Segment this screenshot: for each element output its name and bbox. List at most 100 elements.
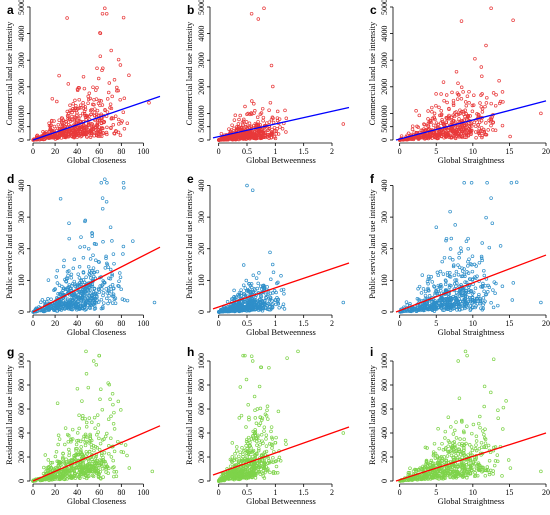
data-point [54, 275, 59, 279]
data-point [84, 425, 89, 429]
x-tick-label: 1.5 [299, 147, 309, 156]
y-tick-label: 500 [380, 121, 389, 133]
data-point [123, 443, 128, 447]
data-point [474, 135, 478, 140]
data-point [270, 132, 275, 136]
scatter-points [31, 177, 157, 314]
data-point [451, 119, 456, 124]
data-point [90, 420, 94, 425]
data-point [98, 397, 102, 402]
data-point [478, 425, 482, 430]
data-point [100, 68, 104, 73]
data-point [269, 63, 274, 68]
data-point [73, 299, 78, 304]
data-point [485, 465, 490, 469]
data-point [74, 305, 78, 309]
data-point [116, 283, 120, 288]
y-tick-label: 1000 [380, 353, 389, 369]
data-point [105, 262, 110, 267]
x-axis-title: Global Betweenness [246, 327, 316, 337]
data-point [120, 297, 125, 301]
data-point [69, 307, 73, 311]
x-tick-label: 10 [469, 147, 477, 156]
data-point [484, 121, 488, 125]
data-point [247, 121, 252, 126]
data-point [284, 130, 288, 134]
data-point [95, 66, 99, 71]
data-point [268, 470, 272, 475]
data-point [242, 117, 246, 122]
data-point [75, 135, 79, 139]
data-point [267, 442, 272, 446]
data-point [511, 18, 515, 23]
data-point [470, 301, 474, 306]
scatter-points [216, 349, 346, 483]
data-point [111, 458, 115, 463]
data-point [100, 117, 104, 122]
data-point [484, 43, 488, 48]
data-point [57, 135, 61, 140]
y-tick-label: 100 [197, 274, 206, 286]
data-point [443, 436, 447, 440]
data-point [269, 425, 274, 429]
data-point [121, 15, 126, 20]
data-point [459, 97, 464, 101]
data-point [73, 98, 77, 103]
data-point [51, 135, 56, 139]
data-point [256, 119, 260, 124]
data-point [238, 304, 243, 309]
x-tick-label: 0 [398, 147, 402, 156]
data-point [66, 300, 70, 305]
data-point [257, 133, 261, 137]
data-point [45, 135, 50, 140]
data-point [465, 94, 470, 98]
data-point [70, 110, 74, 115]
data-point [442, 255, 447, 260]
y-tick-label: 800 [17, 379, 26, 391]
data-point [444, 116, 448, 120]
data-point [274, 132, 279, 136]
y-tick-label: 4000 [197, 26, 206, 42]
data-point [219, 137, 224, 141]
data-point [508, 134, 512, 139]
data-point [56, 442, 60, 447]
data-point [404, 300, 409, 304]
data-point [274, 464, 279, 469]
data-point [511, 281, 516, 285]
data-point [73, 303, 78, 307]
data-point [109, 414, 113, 419]
data-point [245, 305, 250, 310]
data-point [452, 273, 457, 278]
y-tick-label: 0 [380, 310, 389, 314]
data-point [474, 124, 478, 129]
data-point [97, 118, 102, 122]
data-point [81, 74, 86, 79]
data-point [256, 281, 260, 286]
x-tick-label: 5 [434, 319, 438, 328]
data-point [52, 124, 57, 129]
data-point [116, 439, 120, 444]
data-point [109, 455, 114, 459]
data-point [98, 284, 102, 288]
panel-label: a [7, 3, 14, 17]
data-point [62, 258, 66, 263]
data-point [484, 215, 488, 220]
regression-line [395, 100, 547, 141]
data-point [244, 425, 248, 429]
data-point [450, 90, 454, 95]
data-point [457, 442, 461, 446]
y-tick-label: 500 [17, 121, 26, 133]
data-point [81, 293, 85, 298]
data-point [479, 93, 483, 97]
data-point [92, 274, 96, 279]
y-tick-label: 100 [17, 274, 26, 286]
data-point [446, 415, 451, 419]
data-point [78, 245, 82, 249]
data-point [438, 269, 443, 274]
data-point [60, 121, 64, 125]
data-point [63, 277, 67, 282]
data-point [486, 443, 491, 448]
data-point [74, 298, 78, 302]
data-point [274, 290, 278, 295]
